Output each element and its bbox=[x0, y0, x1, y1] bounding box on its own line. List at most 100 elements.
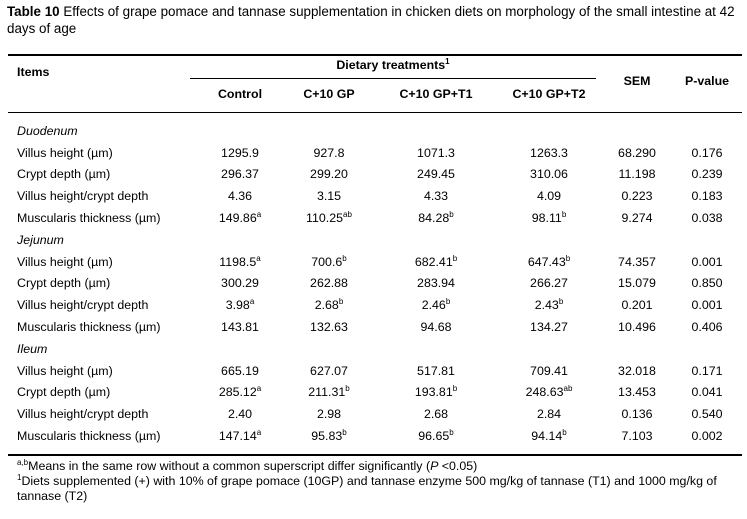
row-label: Villus height/crypt depth bbox=[17, 298, 149, 313]
row-label: Villus height (µm) bbox=[17, 363, 113, 378]
header-dietary-sup: 1 bbox=[445, 57, 450, 66]
value-superscript: b bbox=[345, 384, 350, 394]
value-number: 2.84 bbox=[536, 407, 562, 422]
value-number: 927.8 bbox=[313, 145, 345, 160]
value-superscript: b bbox=[449, 427, 454, 437]
value-number: 134.27 bbox=[530, 319, 568, 334]
value-cell: 310.06 bbox=[499, 166, 599, 182]
footnote-significance-text: Means in the same row without a common s… bbox=[28, 459, 431, 473]
pvalue-cell: 0.041 bbox=[691, 385, 723, 400]
value-cell: 627.07 bbox=[279, 363, 379, 379]
section-heading: Jejunum bbox=[17, 233, 64, 247]
row-label: Villus height/crypt depth bbox=[17, 407, 149, 422]
value-cell: 248.63ab bbox=[499, 384, 599, 400]
row-label: Crypt depth (µm) bbox=[17, 385, 111, 400]
value-cell: 4.09 bbox=[499, 188, 599, 204]
value-cell: 709.41 bbox=[499, 363, 599, 379]
value-number: 1295.9 bbox=[221, 145, 259, 160]
header-pvalue: P-value bbox=[684, 74, 730, 88]
value-cell: 3.98a bbox=[190, 297, 290, 313]
value-number: 3.15 bbox=[316, 189, 342, 204]
section-heading: Duodenum bbox=[17, 124, 78, 138]
sem-cell: 0.201 bbox=[621, 298, 653, 313]
value-number: 517.81 bbox=[417, 363, 455, 378]
row-label: Crypt depth (µm) bbox=[17, 276, 111, 291]
pvalue-cell: 0.176 bbox=[691, 145, 723, 160]
top-rule bbox=[8, 54, 742, 56]
value-superscript: b bbox=[565, 253, 571, 263]
value-superscript: b bbox=[342, 253, 347, 263]
value-number: 647.43 bbox=[527, 254, 566, 269]
sem-cell: 32.018 bbox=[618, 363, 656, 378]
value-cell: 94.68 bbox=[386, 319, 486, 335]
header-treatment-gp-t2: C+10 GP+T2 bbox=[512, 87, 586, 101]
row-label: Muscularis thickness (µm) bbox=[17, 319, 161, 334]
header-dietary-treatments: Dietary treatments1 bbox=[190, 57, 596, 73]
header-treatment-gp-t1: C+10 GP+T1 bbox=[399, 87, 473, 101]
value-number: 211.31 bbox=[308, 385, 346, 400]
value-cell: 283.94 bbox=[386, 275, 486, 291]
value-number: 283.94 bbox=[417, 276, 455, 291]
header-treatment-control: Control bbox=[217, 87, 263, 101]
value-superscript: ab bbox=[563, 384, 573, 394]
value-cell: 4.33 bbox=[386, 188, 486, 204]
value-cell: 517.81 bbox=[386, 363, 486, 379]
value-number: 248.63 bbox=[525, 385, 564, 400]
sem-cell: 0.223 bbox=[621, 189, 653, 204]
value-number: 95.83 bbox=[311, 428, 343, 443]
value-number: 94.68 bbox=[420, 319, 452, 334]
sem-cell: 10.496 bbox=[618, 319, 656, 334]
header-items: Items bbox=[17, 65, 50, 79]
value-number: 296.37 bbox=[221, 167, 259, 182]
footnote-significance-sup: a,b bbox=[17, 458, 29, 467]
value-number: 132.63 bbox=[310, 319, 348, 334]
value-superscript: b bbox=[452, 384, 458, 394]
value-superscript: a bbox=[256, 253, 261, 263]
value-cell: 2.46b bbox=[386, 297, 486, 313]
value-superscript: b bbox=[562, 427, 567, 437]
value-number: 193.81 bbox=[414, 385, 453, 400]
value-superscript: a bbox=[256, 209, 262, 219]
pvalue-cell: 0.239 bbox=[691, 167, 723, 182]
value-number: 285.12 bbox=[218, 385, 257, 400]
bottom-rule bbox=[8, 454, 742, 456]
value-number: 2.68 bbox=[423, 407, 449, 422]
value-superscript: ab bbox=[343, 209, 352, 219]
value-number: 4.09 bbox=[536, 189, 562, 204]
row-label: Muscularis thickness (µm) bbox=[17, 428, 161, 443]
dietary-treatments-rule bbox=[190, 78, 596, 79]
header-bottom-rule bbox=[8, 112, 742, 113]
value-cell: 927.8 bbox=[279, 145, 379, 161]
value-cell: 262.88 bbox=[279, 275, 379, 291]
value-cell: 296.37 bbox=[190, 166, 290, 182]
value-cell: 211.31b bbox=[279, 384, 379, 400]
value-cell: 647.43b bbox=[499, 254, 599, 270]
sem-cell: 74.357 bbox=[618, 254, 656, 269]
value-number: 682.41 bbox=[414, 254, 453, 269]
value-number: 1198.5 bbox=[219, 254, 257, 269]
value-cell: 143.81 bbox=[190, 319, 290, 335]
value-number: 249.45 bbox=[417, 167, 455, 182]
value-superscript: b bbox=[338, 297, 344, 307]
caption-text: Effects of grape pomace and tannase supp… bbox=[7, 4, 735, 36]
value-number: 2.68 bbox=[314, 298, 339, 313]
value-cell: 96.65b bbox=[386, 428, 486, 444]
value-number: 1263.3 bbox=[530, 145, 568, 160]
value-number: 266.27 bbox=[530, 276, 568, 291]
value-cell: 84.28b bbox=[386, 210, 486, 226]
footnote-significance-tail: <0.05) bbox=[438, 459, 478, 473]
value-number: 98.11 bbox=[531, 210, 562, 225]
sem-cell: 13.453 bbox=[618, 385, 656, 400]
value-cell: 2.43b bbox=[499, 297, 599, 313]
value-cell: 134.27 bbox=[499, 319, 599, 335]
header-treatment-gp: C+10 GP bbox=[303, 87, 355, 101]
value-cell: 285.12a bbox=[190, 384, 290, 400]
value-number: 96.65 bbox=[418, 428, 450, 443]
value-number: 4.33 bbox=[423, 189, 449, 204]
footnote-diets-text: Diets supplemented (+) with 10% of grape… bbox=[17, 474, 717, 503]
value-cell: 149.86a bbox=[190, 210, 290, 226]
header-sem: SEM bbox=[623, 74, 651, 88]
value-number: 4.36 bbox=[227, 189, 253, 204]
value-cell: 299.20 bbox=[279, 166, 379, 182]
row-label: Muscularis thickness (µm) bbox=[17, 210, 161, 225]
